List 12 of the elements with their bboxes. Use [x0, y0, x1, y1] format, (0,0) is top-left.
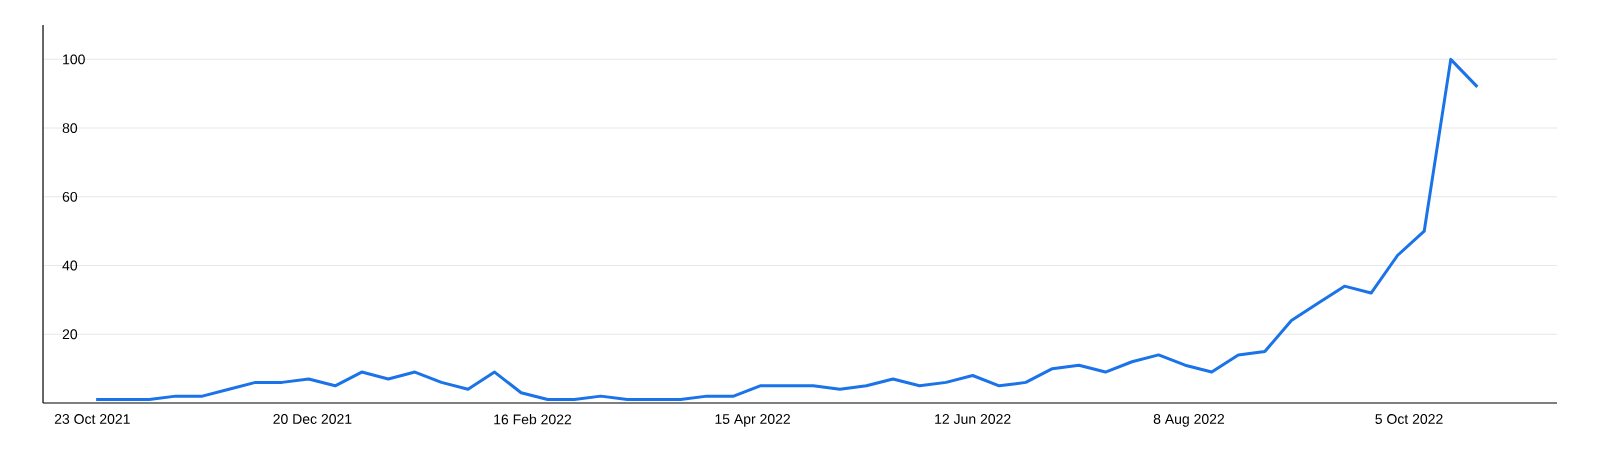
y-tick-label: 80: [62, 123, 78, 134]
x-tick-label: 23 Oct 2021: [54, 414, 130, 424]
x-tick-label: 5 Oct 2022: [1375, 414, 1443, 424]
x-tick-label: 16 Feb 2022: [494, 414, 572, 425]
x-tick-label: 12 Jun 2022: [935, 414, 1011, 424]
y-tick-label: 40: [62, 260, 78, 271]
x-tick-label: 20 Dec 2021: [273, 414, 352, 424]
x-tick-label: 8 Aug 2022: [1153, 414, 1225, 427]
y-tick-label: 100: [63, 54, 85, 65]
y-tick-label: 60: [62, 191, 78, 202]
y-tick-label: 20: [62, 329, 78, 340]
x-tick-label: 15 Apr 2022: [715, 414, 790, 427]
